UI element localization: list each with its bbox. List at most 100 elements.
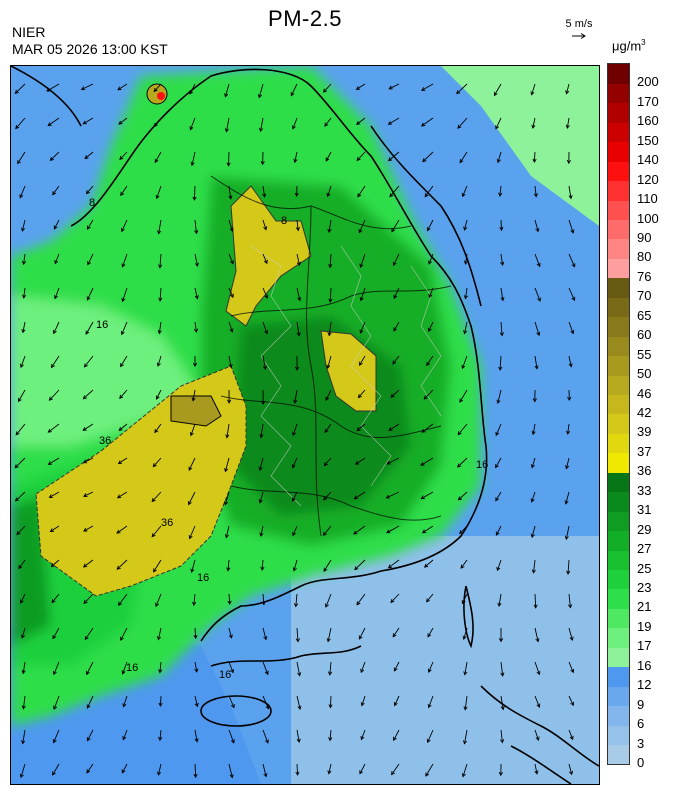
wind-vector-head (80, 86, 86, 91)
wind-vector-head (258, 466, 263, 472)
wind-vector-head (53, 705, 58, 710)
wind-vector-head (258, 499, 263, 504)
wind-vector (23, 253, 26, 265)
coastlines (11, 66, 599, 784)
wind-vector-head (258, 127, 264, 133)
wind-vector-head (459, 159, 464, 164)
wind-vector-head (428, 293, 433, 299)
wind-vector-head (224, 93, 229, 98)
wind-vector-head (420, 461, 425, 466)
wind-vector (388, 559, 400, 569)
wind-vector-head (463, 671, 468, 676)
colorbar-tick-label: 170 (637, 93, 659, 109)
wind-vector (21, 219, 26, 232)
agency-label: NIER (12, 24, 46, 40)
wind-vector-head (15, 124, 20, 130)
wind-scale-label: 5 m/s (565, 18, 593, 30)
wind-vector (567, 559, 570, 575)
wind-vector-head (262, 193, 267, 198)
wind-vector (120, 185, 128, 196)
wind-vector (386, 457, 400, 465)
wind-vector (190, 423, 196, 436)
wind-vector (565, 491, 570, 504)
wind-vector (428, 661, 434, 673)
wind-vector-head (192, 601, 197, 607)
wind-vector-head (155, 395, 160, 400)
wind-vector-head (392, 261, 397, 267)
wind-vector (464, 321, 468, 334)
wind-vector (328, 763, 332, 774)
wind-vector (157, 627, 162, 640)
wind-vector-head (570, 701, 574, 707)
wind-vector (464, 729, 468, 744)
wind-vector (226, 423, 230, 438)
wind-vector-head (86, 704, 91, 709)
wind-vector (262, 253, 268, 264)
wind-vector-head (153, 122, 158, 128)
wind-vector (83, 389, 94, 400)
wind-vector-head (228, 195, 233, 200)
wind-vector (84, 355, 94, 368)
wind-vector-head (158, 264, 163, 269)
wind-vector-head (390, 393, 395, 398)
wind-vector-head (83, 363, 88, 368)
wind-vector-head (422, 158, 427, 163)
wind-vector-head (19, 194, 24, 199)
wind-vector (461, 355, 468, 369)
wind-vector-head (46, 87, 51, 92)
wind-vector (421, 83, 434, 91)
wind-vector (533, 559, 536, 573)
wind-vector-head (224, 467, 229, 473)
wind-vector-head (426, 598, 430, 603)
wind-vector (394, 695, 400, 706)
wind-vector (426, 593, 434, 603)
wind-vector-head (157, 771, 162, 776)
wind-vector-head (194, 295, 199, 300)
wind-vector (188, 457, 196, 471)
wind-vector (122, 287, 128, 302)
wind-vector-head (118, 427, 123, 431)
wind-vector (568, 593, 571, 608)
colorbar-tick-label: 6 (637, 716, 645, 732)
wind-vector (227, 559, 230, 571)
wind-vector (534, 321, 540, 336)
wind-vector (358, 389, 366, 398)
wind-vector-head (83, 527, 88, 532)
wind-vector (259, 491, 264, 503)
wind-vector-head (121, 263, 126, 268)
wind-vector (294, 151, 298, 163)
wind-vector-head (498, 771, 503, 777)
wind-vector-head (194, 262, 199, 267)
colorbar-swatch (608, 433, 629, 454)
wind-vector-head (158, 702, 163, 707)
wind-vector-head (193, 634, 198, 640)
wind-vector (534, 729, 539, 741)
wind-vector (296, 763, 299, 775)
wind-vector (225, 525, 230, 538)
wind-vector-head (530, 464, 535, 469)
wind-vector (47, 117, 60, 126)
wind-vector (19, 185, 26, 198)
wind-vector-head (260, 160, 265, 166)
wind-vector (329, 287, 332, 303)
wind-vector-head (118, 601, 122, 606)
colorbar-swatch (608, 239, 629, 259)
wind-vector (228, 253, 234, 264)
wind-vector-head (423, 395, 428, 400)
wind-vector (228, 729, 235, 743)
wind-vector-head (328, 298, 333, 303)
wind-vector-head (156, 362, 161, 367)
wind-vector-head (18, 564, 23, 570)
wind-vector-head (500, 261, 505, 267)
wind-vector (356, 423, 366, 431)
colorbar-tick-label: 110 (637, 191, 658, 207)
wind-vector-head (462, 635, 467, 641)
wind-vector (323, 491, 332, 501)
colorbar-tick-label: 70 (637, 288, 652, 304)
wind-vector-head (291, 464, 296, 469)
wind-vector (23, 287, 26, 298)
wind-vector-head (570, 229, 575, 234)
wind-vector (427, 219, 434, 231)
contour-label: 8 (89, 197, 95, 209)
wind-vector-head (533, 604, 538, 609)
